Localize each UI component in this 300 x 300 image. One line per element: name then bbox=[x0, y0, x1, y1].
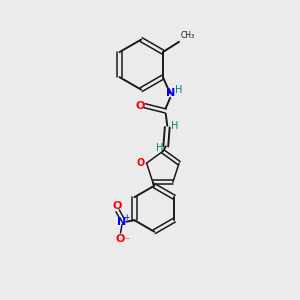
Text: O: O bbox=[136, 158, 145, 167]
Text: H: H bbox=[156, 143, 163, 153]
Text: O: O bbox=[116, 234, 125, 244]
Text: N: N bbox=[166, 88, 175, 98]
Text: ⁻: ⁻ bbox=[124, 236, 129, 246]
Text: H: H bbox=[175, 85, 182, 95]
Text: CH₃: CH₃ bbox=[181, 31, 195, 40]
Text: H: H bbox=[171, 121, 178, 131]
Text: N: N bbox=[117, 217, 127, 227]
Text: O: O bbox=[136, 101, 145, 111]
Text: +: + bbox=[124, 213, 130, 222]
Text: O: O bbox=[113, 201, 122, 211]
